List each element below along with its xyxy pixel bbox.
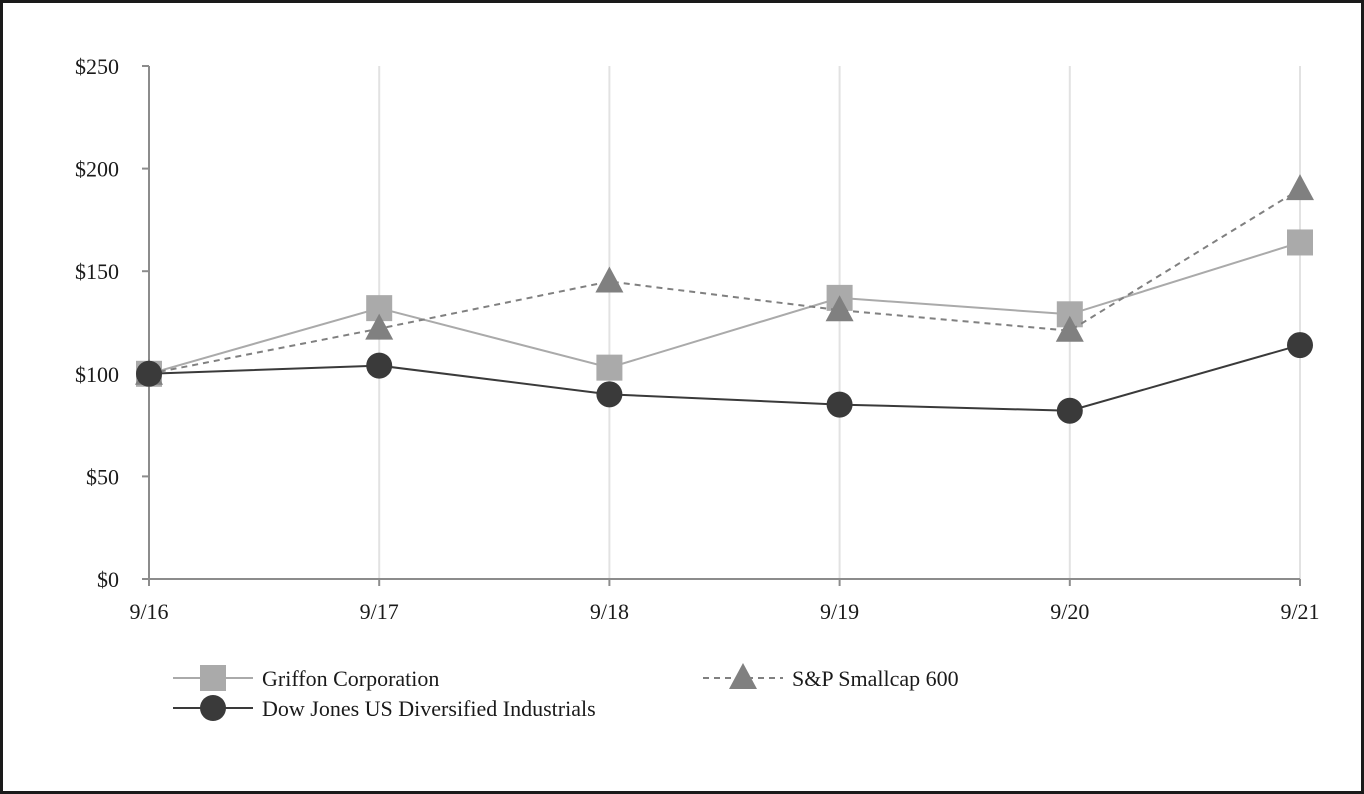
data-point-s-p-smallcap-600 [365,313,394,340]
data-point-s-p-smallcap-600 [1286,174,1314,201]
y-tick-label: $250 [75,54,119,79]
data-point-dow-jones-us-diversified-industrials [366,352,393,379]
legend-label-s-p-smallcap-600: S&P Smallcap 600 [792,666,959,691]
x-tick-label: 9/20 [1050,599,1089,624]
x-tick-label: 9/18 [590,599,629,624]
data-point-dow-jones-us-diversified-industrials [1056,397,1083,424]
series-line-dow-jones-us-diversified-industrials [148,344,1301,412]
y-tick-label: $100 [75,362,119,387]
data-point-s-p-smallcap-600 [595,266,624,293]
data-point-griffon-corporation [1287,229,1313,256]
data-point-dow-jones-us-diversified-industrials [596,381,623,408]
legend-label-griffon-corporation: Griffon Corporation [262,666,439,691]
x-tick-label: 9/21 [1280,599,1319,624]
data-point-dow-jones-us-diversified-industrials [826,391,853,418]
x-tick-label: 9/19 [820,599,859,624]
series-line-griffon-corporation [148,241,1301,375]
series-line-s-p-smallcap-600 [148,188,1301,375]
y-tick-label: $50 [86,464,119,489]
legend-label-dow-jones-us-diversified-industrials: Dow Jones US Diversified Industrials [262,696,596,721]
data-point-griffon-corporation [596,354,623,381]
legend-marker-dow-jones-us-diversified-industrials [200,695,226,721]
x-tick-label: 9/16 [129,599,168,624]
y-tick-label: $0 [97,567,119,592]
y-tick-label: $200 [75,157,119,182]
data-point-dow-jones-us-diversified-industrials [136,360,162,387]
data-point-dow-jones-us-diversified-industrials [1287,332,1313,359]
data-point-s-p-smallcap-600 [825,295,854,322]
y-tick-label: $150 [75,259,119,284]
x-tick-label: 9/17 [360,599,399,624]
legend-marker-s-p-smallcap-600 [729,663,757,689]
data-point-s-p-smallcap-600 [1055,315,1084,342]
legend-marker-griffon-corporation [200,665,226,691]
